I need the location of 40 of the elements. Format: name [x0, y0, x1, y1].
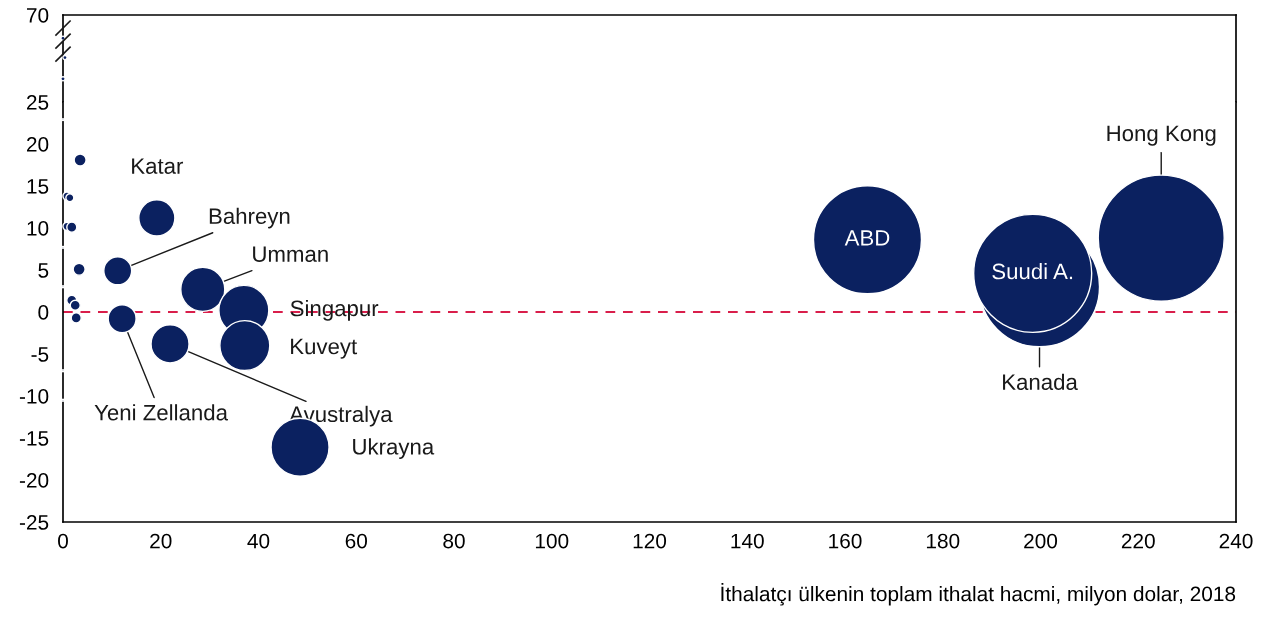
annotation: Suudi A. [992, 263, 1073, 280]
y-tick-label: -20 [19, 473, 49, 488]
y-tick-label: 15 [27, 179, 49, 194]
x-tick-label: 60 [345, 533, 368, 549]
x-tick-label: 80 [443, 533, 465, 549]
annotation: Ukrayna [353, 438, 435, 459]
x-tick-label: 200 [1024, 533, 1058, 549]
x-tick-label: 160 [829, 533, 862, 549]
x-tick-label: 140 [731, 533, 764, 549]
y-tick-label: 70 [27, 8, 49, 23]
annotation: Katar [132, 158, 184, 174]
y-tick-label: -25 [19, 515, 49, 530]
annotation: Kanada [1003, 373, 1078, 390]
y-tick-label: 0 [38, 305, 49, 320]
point [60, 76, 66, 82]
x-tick-label: 20 [150, 533, 172, 549]
annotation: Kuveyt [291, 338, 358, 359]
x-tick-label: 100 [535, 533, 569, 549]
annotation: Bahreyn [209, 207, 290, 229]
annotation: Yeni Zellanda [94, 404, 228, 421]
y-tick-label: -5 [31, 347, 49, 362]
annotation: Singapur [290, 299, 379, 321]
x-axis-title: İthalatçı ülkenin toplam ithalat hacmi, milyon dolar, 2018 [721, 583, 1236, 606]
x-tick-label: 40 [247, 533, 270, 549]
y-tick-label: 5 [38, 263, 49, 278]
annotation: Umman [253, 246, 328, 262]
y-tick-label: 25 [26, 95, 49, 110]
annotation: Avustralya [289, 405, 393, 427]
y-tick-label: 20 [26, 137, 49, 152]
x-tick-label: 240 [1219, 533, 1253, 549]
x-tick-label: 220 [1121, 533, 1155, 549]
y-tick-label: 10 [27, 221, 49, 236]
y-tick-label: -10 [19, 389, 49, 404]
x-tick-label: 0 [58, 533, 68, 549]
annotation: ABD [844, 230, 890, 246]
point [62, 54, 68, 61]
annotation: Hong Kong [1107, 125, 1216, 146]
y-tick-label: -15 [19, 431, 49, 446]
x-tick-label: 120 [633, 533, 667, 549]
x-tick-label: 180 [926, 533, 960, 549]
